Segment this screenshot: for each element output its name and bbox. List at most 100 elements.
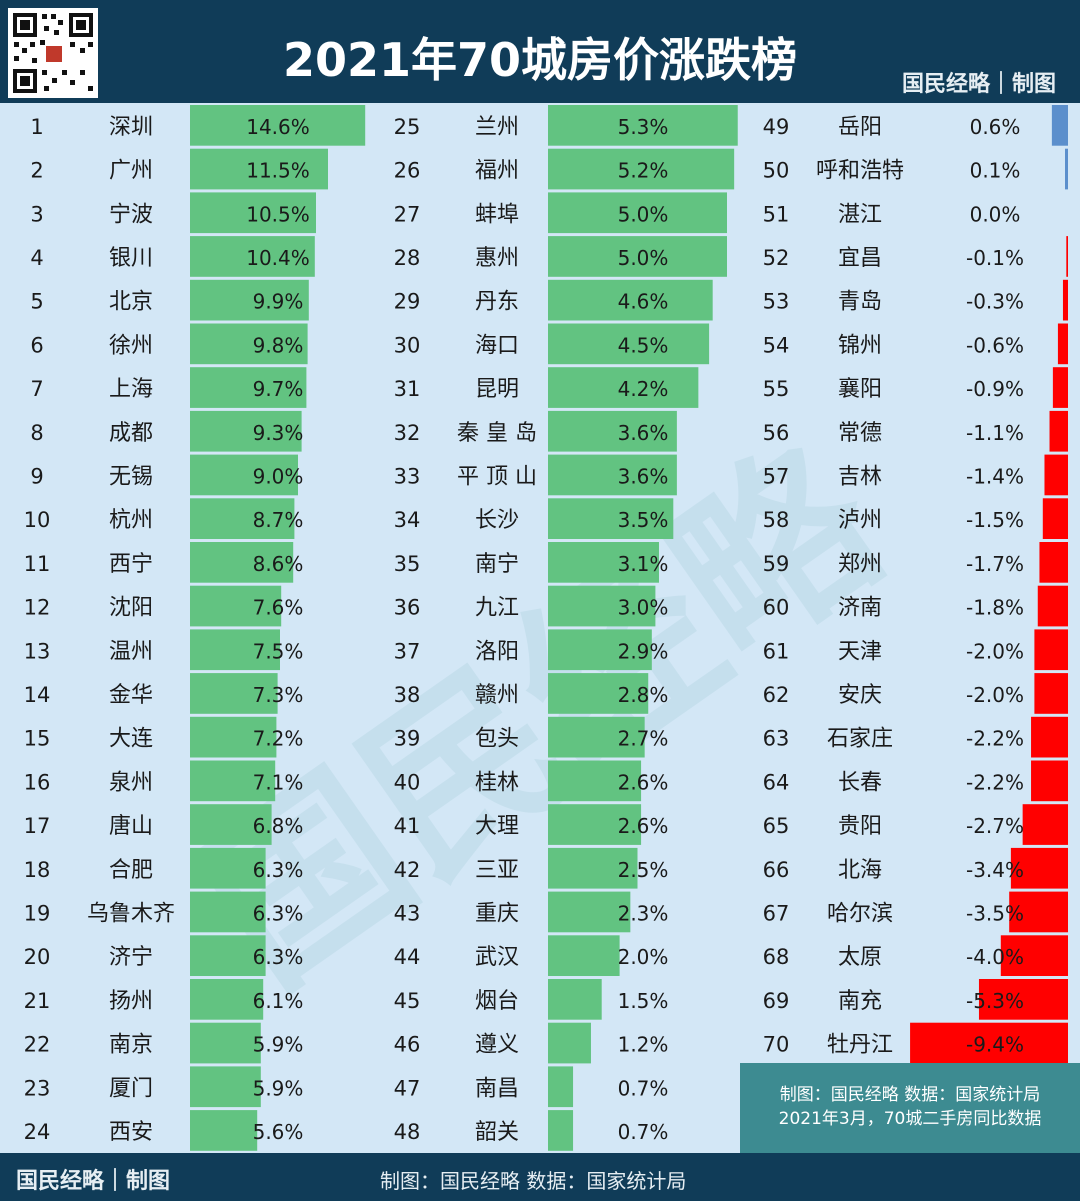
city-label-57: 吉林 (838, 464, 882, 489)
city-label-38: 赣州 (475, 683, 519, 708)
value-label-67: -3.5% (966, 901, 1024, 925)
rank-label-3: 3 (30, 202, 43, 226)
city-label-10: 杭州 (109, 508, 153, 533)
city-label-52: 宜昌 (838, 246, 882, 271)
value-label-47: 0.7% (618, 1076, 669, 1100)
bar-46 (548, 1022, 591, 1064)
value-label-44: 2.0% (618, 945, 669, 969)
value-label-33: 3.6% (618, 464, 669, 488)
rank-label-35: 35 (394, 552, 421, 576)
city-label-19: 乌鲁木齐 (87, 901, 175, 926)
bar-40 (548, 760, 642, 802)
rank-label-41: 41 (394, 814, 421, 838)
brand-label-bottom: 国民经略｜制图 (16, 1169, 171, 1194)
bar-12 (190, 585, 282, 627)
rank-label-49: 49 (763, 115, 790, 139)
city-label-5: 北京 (109, 290, 153, 315)
city-label-14: 金华 (109, 683, 153, 708)
rank-label-61: 61 (763, 639, 790, 663)
rank-label-33: 33 (394, 464, 421, 488)
rank-label-7: 7 (30, 377, 43, 401)
rank-label-6: 6 (30, 333, 43, 357)
source-note-line-1: 制图：国民经略 数据：国家统计局 (779, 1085, 1041, 1105)
qr-code-icon (8, 8, 98, 98)
city-label-12: 沈阳 (109, 596, 153, 621)
city-label-2: 广州 (109, 159, 153, 184)
bar-60 (1037, 585, 1068, 627)
city-label-63: 石家庄 (827, 727, 893, 752)
value-label-25: 5.3% (618, 115, 669, 139)
qr-code-graphic (8, 8, 98, 98)
rank-label-12: 12 (24, 596, 51, 620)
value-label-58: -1.5% (966, 508, 1024, 532)
value-label-6: 9.8% (253, 333, 304, 357)
city-label-45: 烟台 (475, 989, 519, 1014)
value-label-5: 9.9% (253, 290, 304, 314)
rank-label-31: 31 (394, 377, 421, 401)
city-label-46: 遵义 (475, 1033, 519, 1058)
city-label-40: 桂林 (475, 770, 519, 795)
value-label-20: 6.3% (253, 945, 304, 969)
value-label-41: 2.6% (618, 814, 669, 838)
rank-label-52: 52 (763, 246, 790, 270)
city-label-7: 上海 (109, 377, 153, 402)
value-label-34: 3.5% (618, 508, 669, 532)
city-label-6: 徐州 (109, 333, 153, 358)
header-banner: 2021年70城房价涨跌榜 国民经略｜制图 (0, 0, 1080, 103)
city-label-29: 丹东 (475, 290, 519, 315)
value-label-4: 10.4% (246, 246, 310, 270)
bar-49 (1051, 105, 1068, 146)
rank-label-4: 4 (30, 246, 43, 270)
bar-23 (190, 1066, 261, 1108)
city-label-31: 昆明 (475, 377, 519, 402)
value-label-8: 9.3% (253, 421, 304, 445)
value-label-21: 6.1% (253, 989, 304, 1013)
rank-label-54: 54 (763, 333, 790, 357)
value-label-42: 2.5% (618, 858, 669, 882)
bar-28 (548, 236, 727, 277)
bar-50 (1065, 148, 1068, 190)
bar-53 (1062, 279, 1068, 321)
value-label-14: 7.3% (253, 683, 304, 707)
rank-label-29: 29 (394, 290, 421, 314)
value-label-52: -0.1% (966, 246, 1024, 270)
value-label-68: -4.0% (966, 945, 1024, 969)
rank-label-53: 53 (763, 290, 790, 314)
rank-label-59: 59 (763, 552, 790, 576)
rank-label-28: 28 (394, 246, 421, 270)
bar-7 (190, 367, 307, 408)
city-label-59: 郑州 (838, 552, 882, 577)
bar-11 (190, 542, 294, 583)
bar-24 (190, 1110, 258, 1151)
bar-61 (1034, 629, 1068, 671)
footer-banner: 国民经略｜制图 制图：国民经略 数据：国家统计局 (0, 1153, 1080, 1201)
city-label-48: 韶关 (475, 1120, 519, 1145)
city-label-30: 海口 (475, 333, 519, 358)
bar-57 (1044, 454, 1068, 496)
value-label-64: -2.2% (966, 770, 1024, 794)
bar-52 (1066, 236, 1068, 277)
city-label-54: 锦州 (838, 333, 882, 358)
value-label-32: 3.6% (618, 421, 669, 445)
rank-label-22: 22 (24, 1033, 51, 1057)
value-label-55: -0.9% (966, 377, 1024, 401)
rank-label-8: 8 (30, 421, 43, 445)
bar-34 (548, 498, 674, 539)
rank-label-36: 36 (394, 596, 421, 620)
city-label-36: 九江 (475, 596, 519, 621)
bar-47 (548, 1066, 574, 1108)
city-label-43: 重庆 (475, 901, 519, 926)
value-label-70: -9.4% (966, 1033, 1024, 1057)
bar-41 (548, 804, 642, 845)
city-label-11: 西宁 (109, 552, 153, 577)
value-label-39: 2.7% (618, 727, 669, 751)
value-label-23: 5.9% (253, 1076, 304, 1100)
bar-13 (190, 629, 280, 671)
bar-25 (548, 105, 738, 146)
rank-label-5: 5 (30, 290, 43, 314)
rank-label-21: 21 (24, 989, 51, 1013)
rank-label-30: 30 (394, 333, 421, 357)
bar-32 (548, 410, 677, 452)
rank-label-48: 48 (394, 1120, 421, 1144)
city-label-67: 哈尔滨 (827, 901, 893, 926)
